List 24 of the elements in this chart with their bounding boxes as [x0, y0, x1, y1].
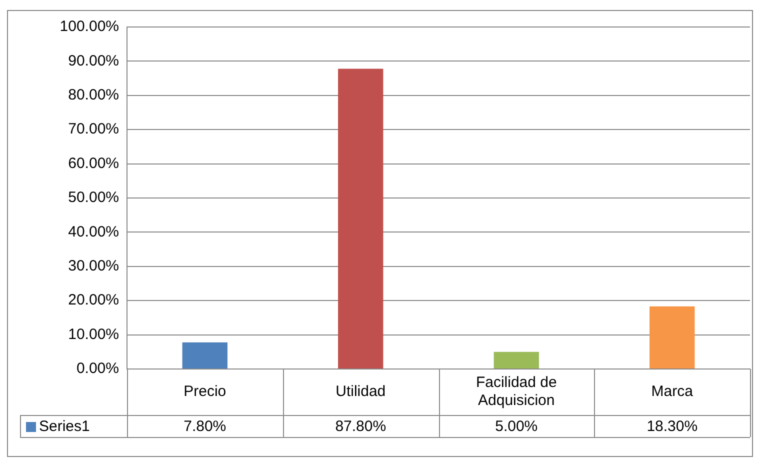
- y-tick-label: 10.00%: [68, 326, 119, 343]
- y-tick-label: 70.00%: [68, 120, 119, 138]
- bar: [650, 306, 695, 368]
- bar: [182, 342, 228, 368]
- y-tick-label: 50.00%: [68, 189, 119, 206]
- y-tick-label: 60.00%: [68, 154, 119, 172]
- legend-label: Series1: [39, 418, 90, 436]
- data-label: 5.00%: [495, 418, 538, 436]
- y-tick-label: 80.00%: [68, 86, 119, 104]
- x-tick-label: Precio: [184, 383, 226, 400]
- data-label: 18.30%: [646, 418, 698, 436]
- y-tick-label: 90.00%: [68, 52, 119, 70]
- y-tick-label: 0.00%: [76, 360, 119, 378]
- x-tick-label: Utilidad: [336, 383, 386, 400]
- x-tick-label: Marca: [651, 383, 694, 400]
- bar: [338, 68, 384, 368]
- y-tick-label: 20.00%: [68, 292, 119, 309]
- x-tick-label: Facilidad de Adquisicion: [476, 374, 557, 410]
- y-tick-label: 30.00%: [68, 258, 119, 275]
- y-tick-label: 40.00%: [68, 223, 119, 240]
- data-label: 87.80%: [335, 418, 386, 436]
- data-label: 7.80%: [184, 418, 226, 436]
- bar: [494, 352, 539, 368]
- y-tick-label: 100.00%: [60, 18, 119, 36]
